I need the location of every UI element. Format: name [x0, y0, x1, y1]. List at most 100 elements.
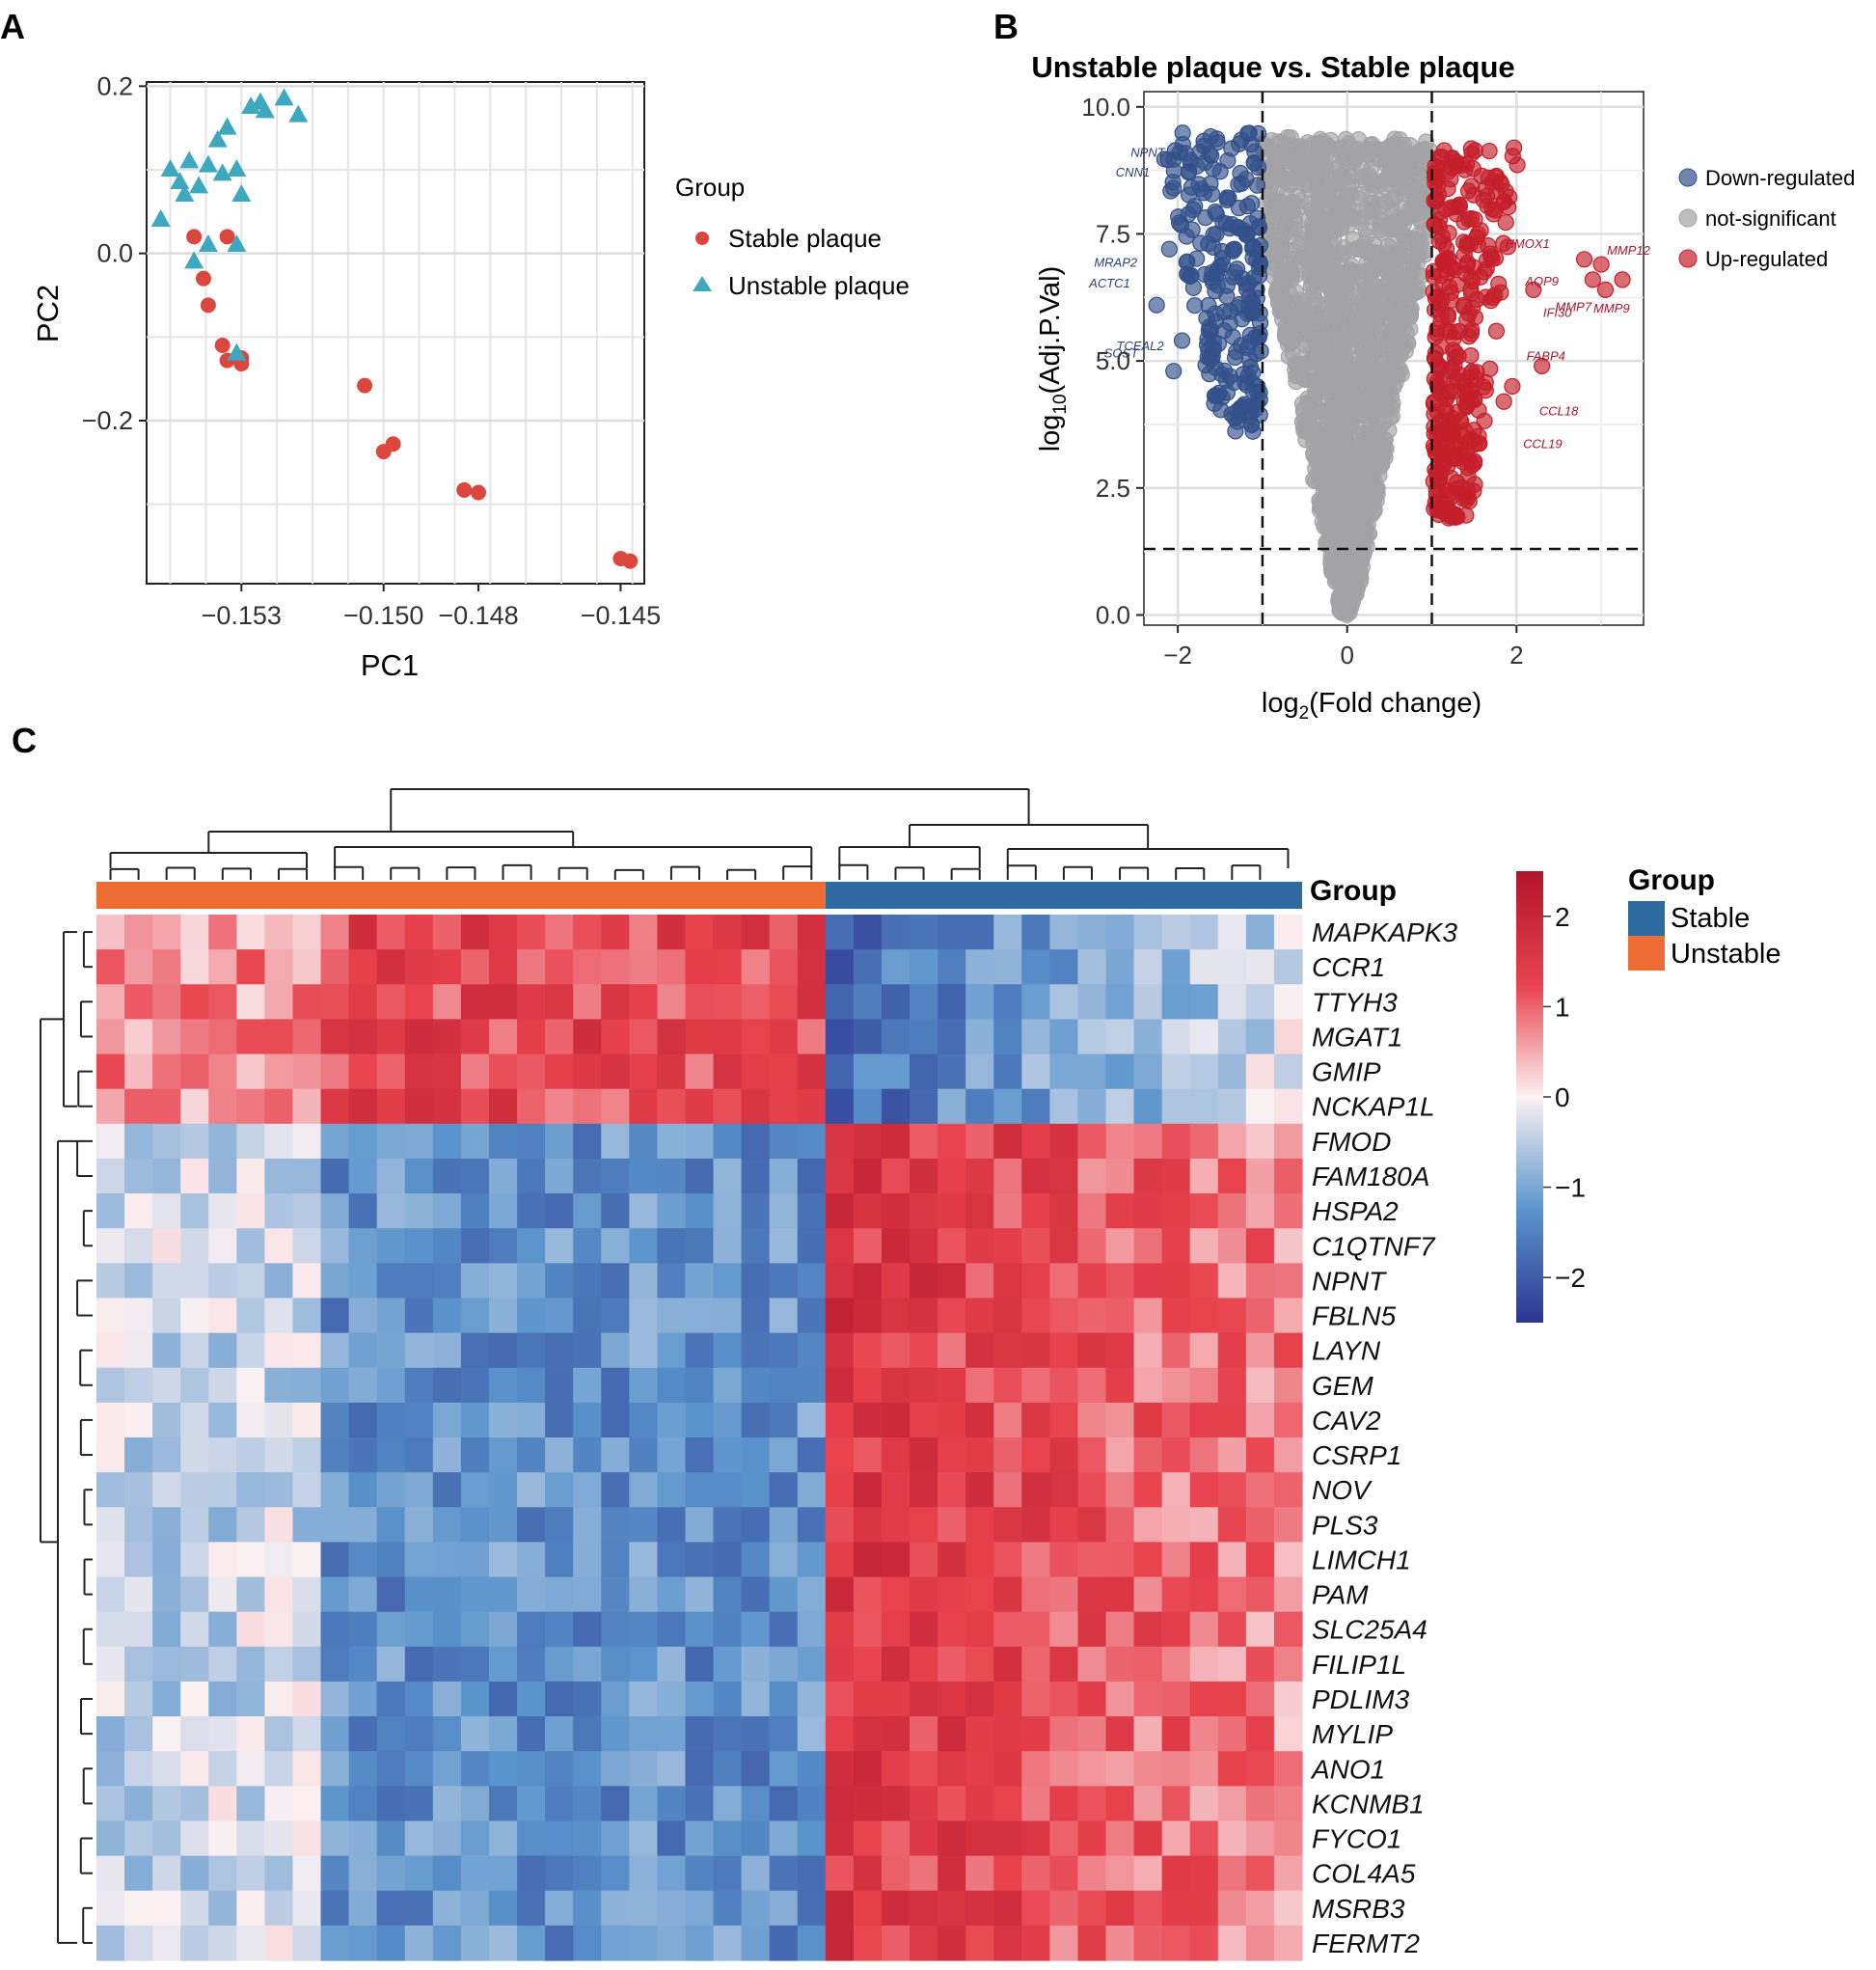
- heatmap-cell: [825, 1298, 855, 1334]
- volcano-gene-label: FABP4: [1527, 348, 1565, 363]
- heatmap-cell: [124, 1507, 153, 1543]
- heatmap-cell: [1021, 1786, 1050, 1822]
- volcano-point-ns: [1310, 384, 1327, 402]
- heatmap-cell: [517, 915, 546, 950]
- heatmap-cell: [545, 1263, 574, 1300]
- heatmap-cell: [938, 984, 966, 1020]
- heatmap-cell: [601, 1367, 630, 1404]
- volcano-point-ns: [1345, 231, 1362, 248]
- volcano-gene-label: CCL18: [1539, 403, 1579, 418]
- heatmap-cell: [1105, 915, 1135, 950]
- heatmap-cell: [657, 1611, 687, 1648]
- volcano-point-down: [1221, 368, 1238, 385]
- heatmap-cell: [236, 1088, 266, 1125]
- heatmap-cell: [1273, 1786, 1303, 1822]
- heatmap-cell: [488, 1019, 518, 1055]
- heatmap-cell: [460, 1507, 490, 1543]
- heatmap-cell: [124, 1402, 153, 1438]
- heatmap-cell: [96, 1298, 125, 1334]
- heatmap-cell: [910, 1228, 938, 1264]
- heatmap-cell: [853, 1437, 883, 1473]
- heatmap-cell: [96, 1507, 125, 1543]
- heatmap-cell: [657, 1228, 687, 1264]
- volcano-point-up: [1425, 262, 1442, 280]
- heatmap-cell: [993, 1123, 1022, 1160]
- heatmap-cell: [938, 1786, 966, 1822]
- heatmap-cell: [657, 1646, 687, 1683]
- heatmap-cell: [910, 1193, 938, 1229]
- heatmap-cell: [993, 1437, 1022, 1473]
- heatmap-cell: [938, 1367, 966, 1404]
- heatmap-cell: [1189, 1367, 1219, 1404]
- heatmap-gene-label: PAM: [1312, 1580, 1369, 1610]
- pca-x-tick-label: −0.148: [438, 601, 518, 630]
- volcano-point-down: [1226, 348, 1244, 367]
- volcano-point-down: [1248, 177, 1266, 194]
- volcano-point-up: [1497, 213, 1514, 232]
- heatmap-cell: [1245, 1053, 1275, 1090]
- heatmap-cell: [545, 1855, 574, 1892]
- heatmap-cell: [180, 1472, 209, 1508]
- volcano-point-ns: [1374, 350, 1392, 368]
- heatmap-cell: [1021, 1298, 1050, 1334]
- heatmap-cell: [769, 915, 799, 950]
- volcano-point-ns: [1354, 358, 1372, 376]
- heatmap-cell: [685, 1193, 715, 1229]
- heatmap-cell: [292, 1820, 322, 1857]
- heatmap-cell: [376, 1751, 406, 1787]
- heatmap-cell: [208, 1681, 237, 1717]
- heatmap-cell: [432, 1786, 462, 1822]
- heatmap-cell: [236, 1332, 266, 1369]
- heatmap-cell: [208, 1820, 237, 1857]
- heatmap-cell: [993, 1646, 1022, 1683]
- heatmap-gene-label: NOV: [1312, 1475, 1373, 1505]
- heatmap-cell: [881, 1263, 911, 1300]
- heatmap-cell: [965, 1472, 994, 1508]
- heatmap-cell: [685, 1437, 715, 1473]
- volcano-point-up: [1596, 281, 1615, 298]
- heatmap-cell: [1105, 1193, 1135, 1229]
- heatmap-cell: [629, 1019, 658, 1055]
- volcano-point-ns: [1264, 169, 1281, 186]
- heatmap-cell: [488, 949, 518, 985]
- heatmap-cell: [713, 1367, 743, 1404]
- heatmap-cell: [1189, 1437, 1219, 1473]
- heatmap-cell: [180, 1576, 209, 1613]
- heatmap-cell: [938, 1646, 966, 1683]
- heatmap-cell: [1133, 1576, 1163, 1613]
- heatmap-cell: [993, 1681, 1022, 1717]
- heatmap-cell: [1273, 1576, 1303, 1613]
- volcano-point-ns: [1379, 168, 1397, 185]
- heatmap-cell: [236, 1716, 266, 1752]
- heatmap-cell: [292, 1228, 322, 1264]
- heatmap-cell: [460, 1228, 490, 1264]
- heatmap-cell: [124, 1611, 153, 1648]
- volcano-y-tick-label: 0.0: [1096, 600, 1130, 629]
- volcano-gene-label: CCL19: [1523, 436, 1562, 451]
- heatmap-cell: [1049, 1053, 1079, 1090]
- heatmap-gene-label: FAM180A: [1312, 1162, 1429, 1191]
- heatmap-cell: [1049, 1890, 1079, 1927]
- heatmap-cell: [1133, 1786, 1163, 1822]
- volcano-point-up: [1427, 328, 1444, 345]
- heatmap-cell: [320, 1053, 350, 1090]
- heatmap-cell: [741, 1088, 771, 1125]
- heatmap-cell: [488, 1716, 518, 1752]
- heatmap-cell: [404, 984, 434, 1020]
- heatmap-cell: [713, 1611, 743, 1648]
- heatmap-cell: [825, 1820, 855, 1857]
- heatmap-cell: [938, 1263, 966, 1300]
- heatmap-cell: [1077, 1019, 1107, 1055]
- heatmap-cell: [320, 1158, 350, 1194]
- heatmap-cell: [1077, 1123, 1107, 1160]
- heatmap-cell: [124, 1053, 153, 1090]
- heatmap-cell: [1105, 1437, 1135, 1473]
- heatmap-cell: [208, 1437, 237, 1473]
- heatmap-cell: [124, 1681, 153, 1717]
- heatmap-cell: [292, 915, 322, 950]
- heatmap-cell: [993, 1820, 1022, 1857]
- heatmap-cell: [629, 1681, 658, 1717]
- heatmap-cell: [460, 1367, 490, 1404]
- heatmap-cell: [1161, 1925, 1191, 1961]
- heatmap-cell: [264, 1053, 294, 1090]
